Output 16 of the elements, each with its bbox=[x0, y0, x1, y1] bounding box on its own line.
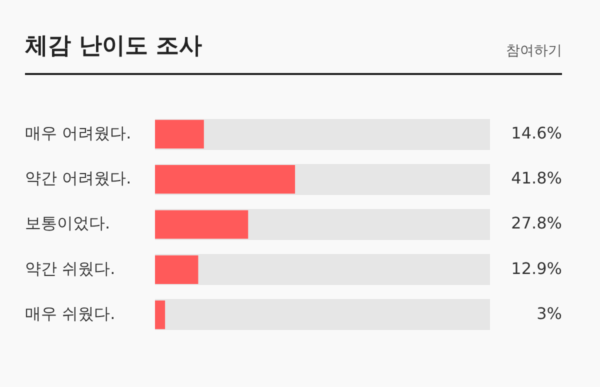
data-label: 41.8% bbox=[511, 168, 562, 188]
y-tick-label: 매우 쉬웠다. bbox=[25, 304, 116, 323]
data-label: 12.9% bbox=[511, 258, 562, 278]
bar bbox=[155, 120, 204, 148]
y-tick-label: 약간 쉬웠다. bbox=[25, 258, 116, 278]
y-tick-label: 약간 어려웠다. bbox=[25, 168, 132, 188]
data-label: 3% bbox=[536, 304, 562, 323]
bar bbox=[155, 210, 248, 239]
y-tick-label: 매우 어려웠다. bbox=[25, 123, 132, 142]
data-label: 14.6% bbox=[511, 123, 562, 142]
bar bbox=[155, 300, 166, 330]
data-label: 27.8% bbox=[511, 214, 562, 233]
y-tick-label: 보통이었다. bbox=[25, 214, 110, 233]
text: 참여하기 bbox=[506, 42, 562, 60]
bar bbox=[155, 255, 198, 284]
chart-title: 체감 난이도 조사 bbox=[25, 32, 202, 61]
